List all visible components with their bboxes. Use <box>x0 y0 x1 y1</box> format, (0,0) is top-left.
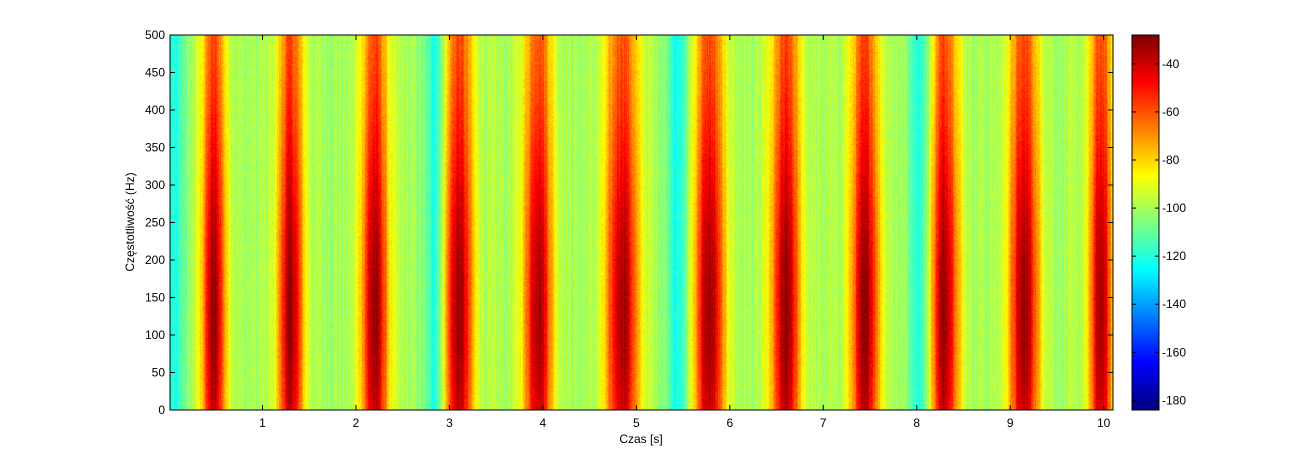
y-tick-label: 0 <box>158 403 165 417</box>
colorbar-gradient <box>1132 35 1159 410</box>
colorbar: -40 -60 -80 -100 -120 -140 -160 -180 <box>1131 34 1186 411</box>
x-axis: 1 2 3 4 5 6 7 8 9 10 <box>259 35 1111 430</box>
x-tick-label: 2 <box>353 416 360 430</box>
y-axis-label: Częstotliwość (Hz) <box>123 172 137 271</box>
colorbar-tick-label: -60 <box>1162 105 1180 119</box>
colorbar-tick-label: -180 <box>1162 393 1186 407</box>
plot-area <box>169 34 1114 411</box>
y-tick-label: 50 <box>152 366 166 380</box>
colorbar-tick-label: -100 <box>1162 201 1186 215</box>
x-tick-label: 3 <box>446 416 453 430</box>
x-tick-label: 7 <box>820 416 827 430</box>
x-tick-label: 4 <box>540 416 547 430</box>
y-axis: 0 50 100 150 200 250 300 350 400 450 500 <box>145 28 1113 417</box>
colorbar-tick-label: -160 <box>1162 345 1186 359</box>
spectrogram-image <box>170 35 1113 410</box>
y-tick-label: 200 <box>145 253 165 267</box>
y-tick-label: 250 <box>145 216 165 230</box>
x-axis-label: Czas [s] <box>619 432 662 446</box>
y-tick-label: 350 <box>145 141 165 155</box>
colorbar-tick-label: -80 <box>1162 153 1180 167</box>
y-tick-label: 450 <box>145 66 165 80</box>
x-tick-label: 10 <box>1097 416 1111 430</box>
x-tick-label: 8 <box>913 416 920 430</box>
x-tick-label: 9 <box>1007 416 1014 430</box>
y-tick-label: 400 <box>145 103 165 117</box>
x-tick-label: 1 <box>259 416 266 430</box>
y-tick-label: 500 <box>145 28 165 42</box>
y-tick-label: 150 <box>145 291 165 305</box>
colorbar-frame <box>1131 34 1160 411</box>
y-tick-label: 100 <box>145 328 165 342</box>
colorbar-ticks: -40 -60 -80 -100 -120 -140 -160 -180 <box>1132 57 1186 407</box>
x-tick-label: 5 <box>633 416 640 430</box>
y-tick-label: 300 <box>145 178 165 192</box>
x-tick-label: 6 <box>726 416 733 430</box>
colorbar-tick-label: -40 <box>1162 57 1180 71</box>
colorbar-tick-label: -120 <box>1162 249 1186 263</box>
colorbar-tick-label: -140 <box>1162 297 1186 311</box>
